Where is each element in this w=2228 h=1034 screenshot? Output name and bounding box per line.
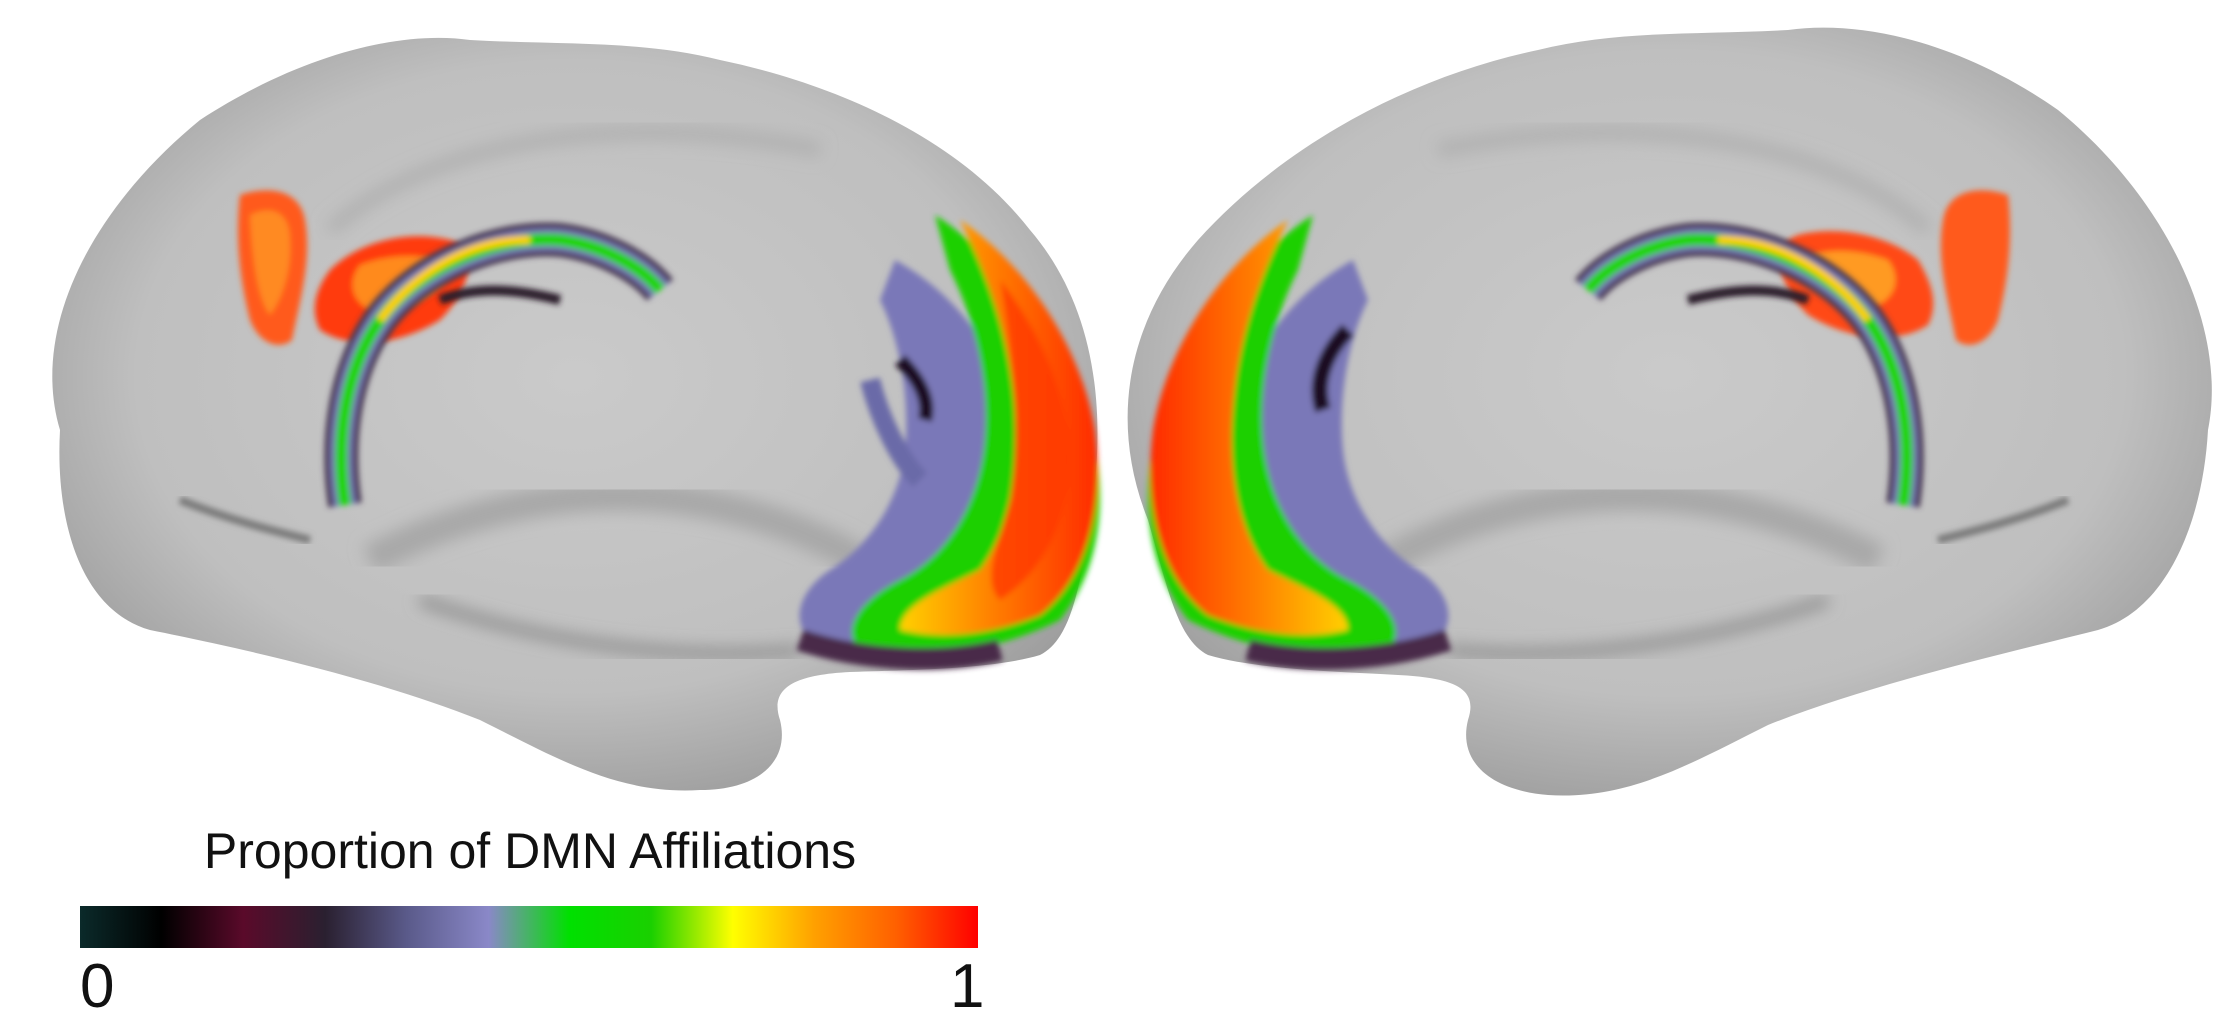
colorbar-min-label: 0 <box>80 952 115 1021</box>
left-hemisphere <box>52 37 1100 791</box>
left-dmn-precuneus <box>796 215 1100 670</box>
colorbar-max-label: 1 <box>950 952 985 1021</box>
left-sulcus-frontal <box>178 496 311 544</box>
left-sulcus-temporal <box>418 595 801 659</box>
colorbar <box>80 906 978 948</box>
left-sulcus-callosal <box>362 481 868 574</box>
right-hemisphere <box>1127 27 2212 796</box>
left-dmn-cingulate <box>324 222 674 508</box>
legend-title: Proportion of DMN Affiliations <box>203 823 857 879</box>
left-sulcus-cingulate <box>325 125 822 236</box>
